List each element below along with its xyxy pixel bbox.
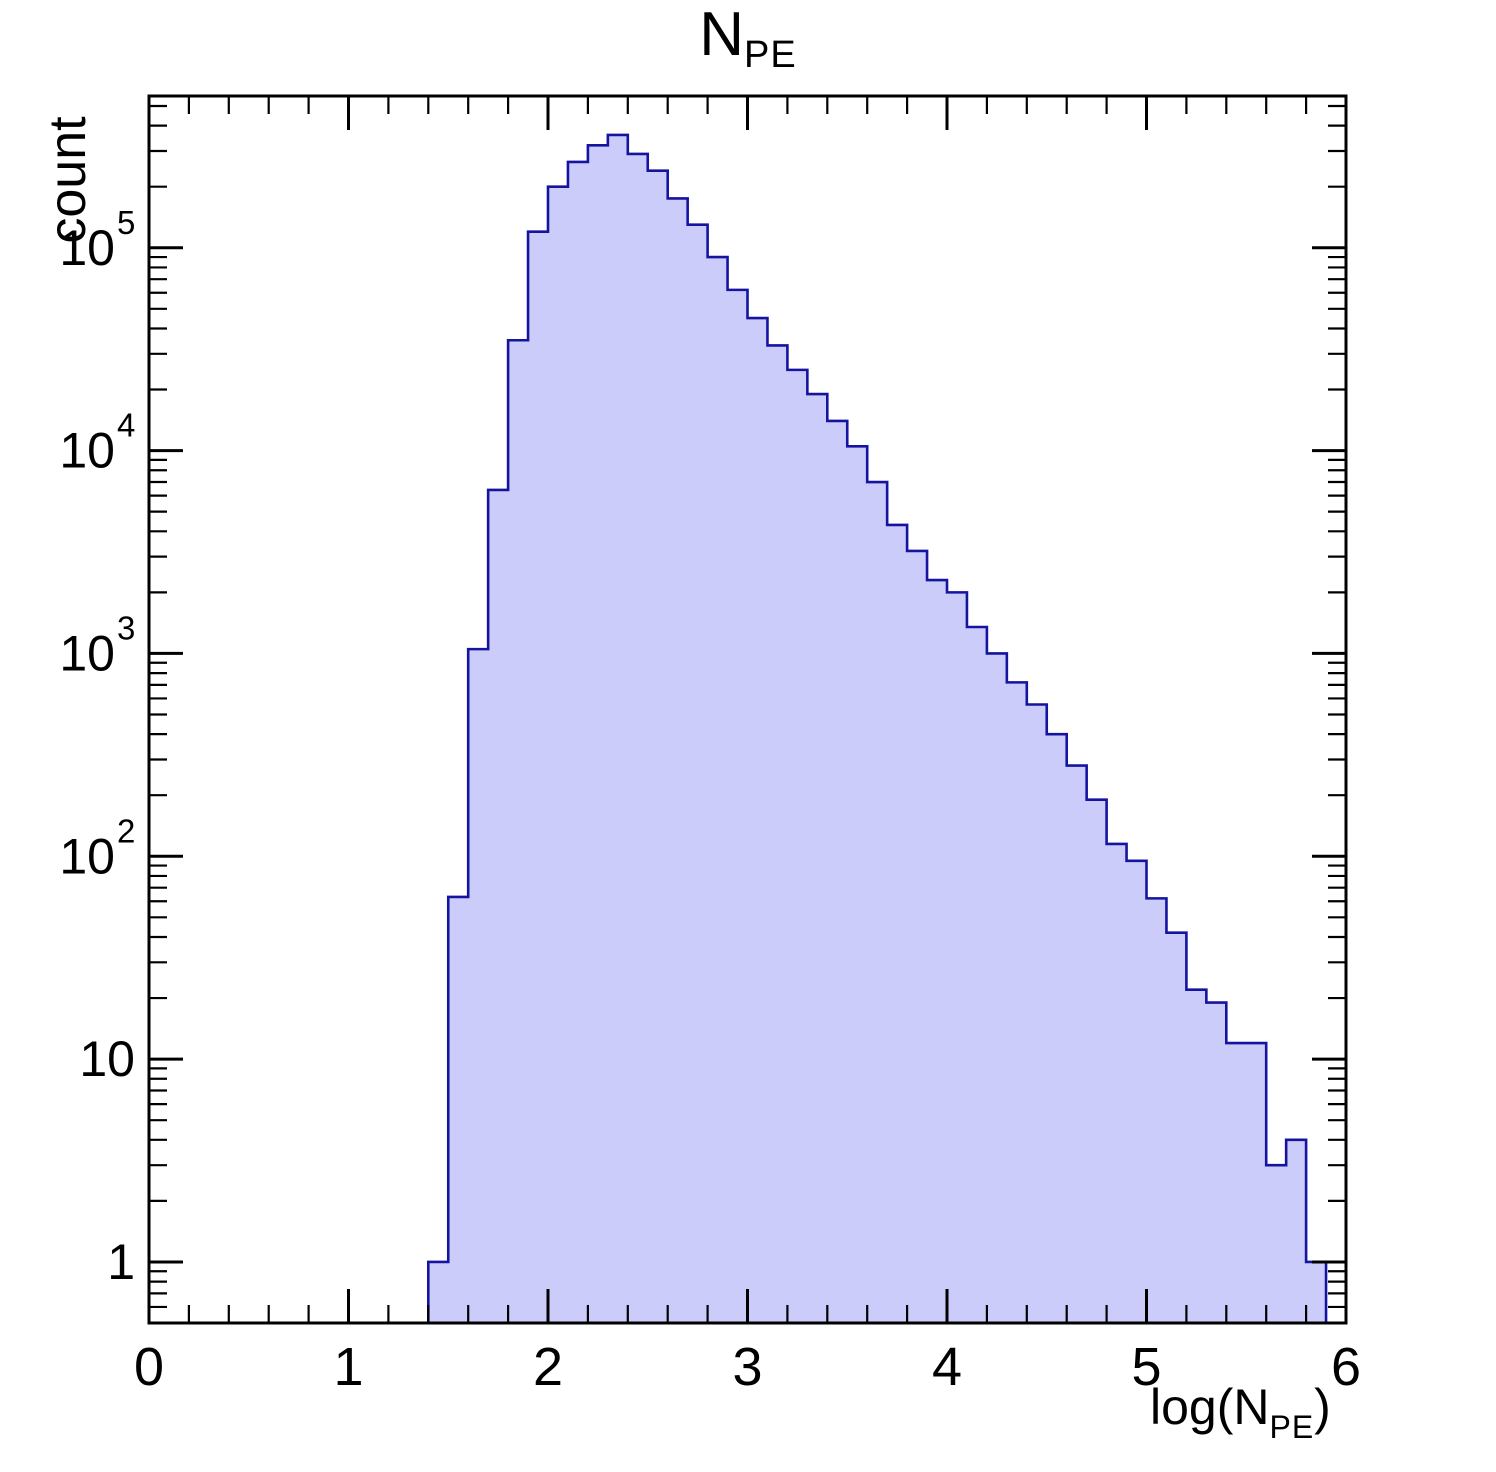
x-axis-ticks — [147, 96, 1348, 1323]
svg-text:10: 10 — [59, 828, 115, 884]
x-tick-label: 2 — [533, 1337, 563, 1397]
svg-text:10: 10 — [79, 1031, 135, 1087]
title-subscript: PE — [744, 34, 797, 76]
svg-text:2: 2 — [117, 812, 135, 849]
x-axis-label-base: log(N — [1150, 1379, 1270, 1435]
svg-text:4: 4 — [117, 407, 135, 444]
y-tick-label: 10 5 — [59, 204, 135, 276]
svg-text:5: 5 — [117, 204, 135, 241]
y-tick-label: 10 2 — [59, 812, 135, 884]
y-tick-label: 10 4 — [59, 407, 135, 479]
page-title: NPE — [0, 4, 1496, 75]
svg-text:1: 1 — [107, 1234, 135, 1290]
x-axis-label-close: ) — [1314, 1379, 1331, 1435]
y-tick-label: 10 — [79, 1031, 135, 1087]
x-tick-label: 6 — [1331, 1337, 1361, 1397]
y-tick-label: 10 3 — [59, 609, 135, 681]
title-base: N — [699, 0, 745, 69]
x-tick-label: 5 — [1131, 1337, 1161, 1397]
svg-text:3: 3 — [117, 609, 135, 646]
x-axis-tick-labels: 0 1 2 3 4 5 6 — [134, 1337, 1361, 1397]
histogram-bars — [427, 133, 1328, 1325]
x-axis-label-subscript: PE — [1269, 1409, 1315, 1445]
x-tick-label: 4 — [932, 1337, 962, 1397]
svg-text:10: 10 — [59, 220, 115, 276]
histogram-series — [427, 133, 1328, 1325]
x-tick-label: 0 — [134, 1337, 164, 1397]
x-axis-label: log(NPE) — [1150, 1378, 1331, 1445]
svg-text:10: 10 — [59, 423, 115, 479]
x-tick-label: 1 — [333, 1337, 363, 1397]
y-axis-ticks — [149, 104, 1346, 1325]
x-tick-label: 3 — [732, 1337, 762, 1397]
y-tick-label: 1 — [107, 1234, 135, 1290]
svg-text:10: 10 — [59, 625, 115, 681]
